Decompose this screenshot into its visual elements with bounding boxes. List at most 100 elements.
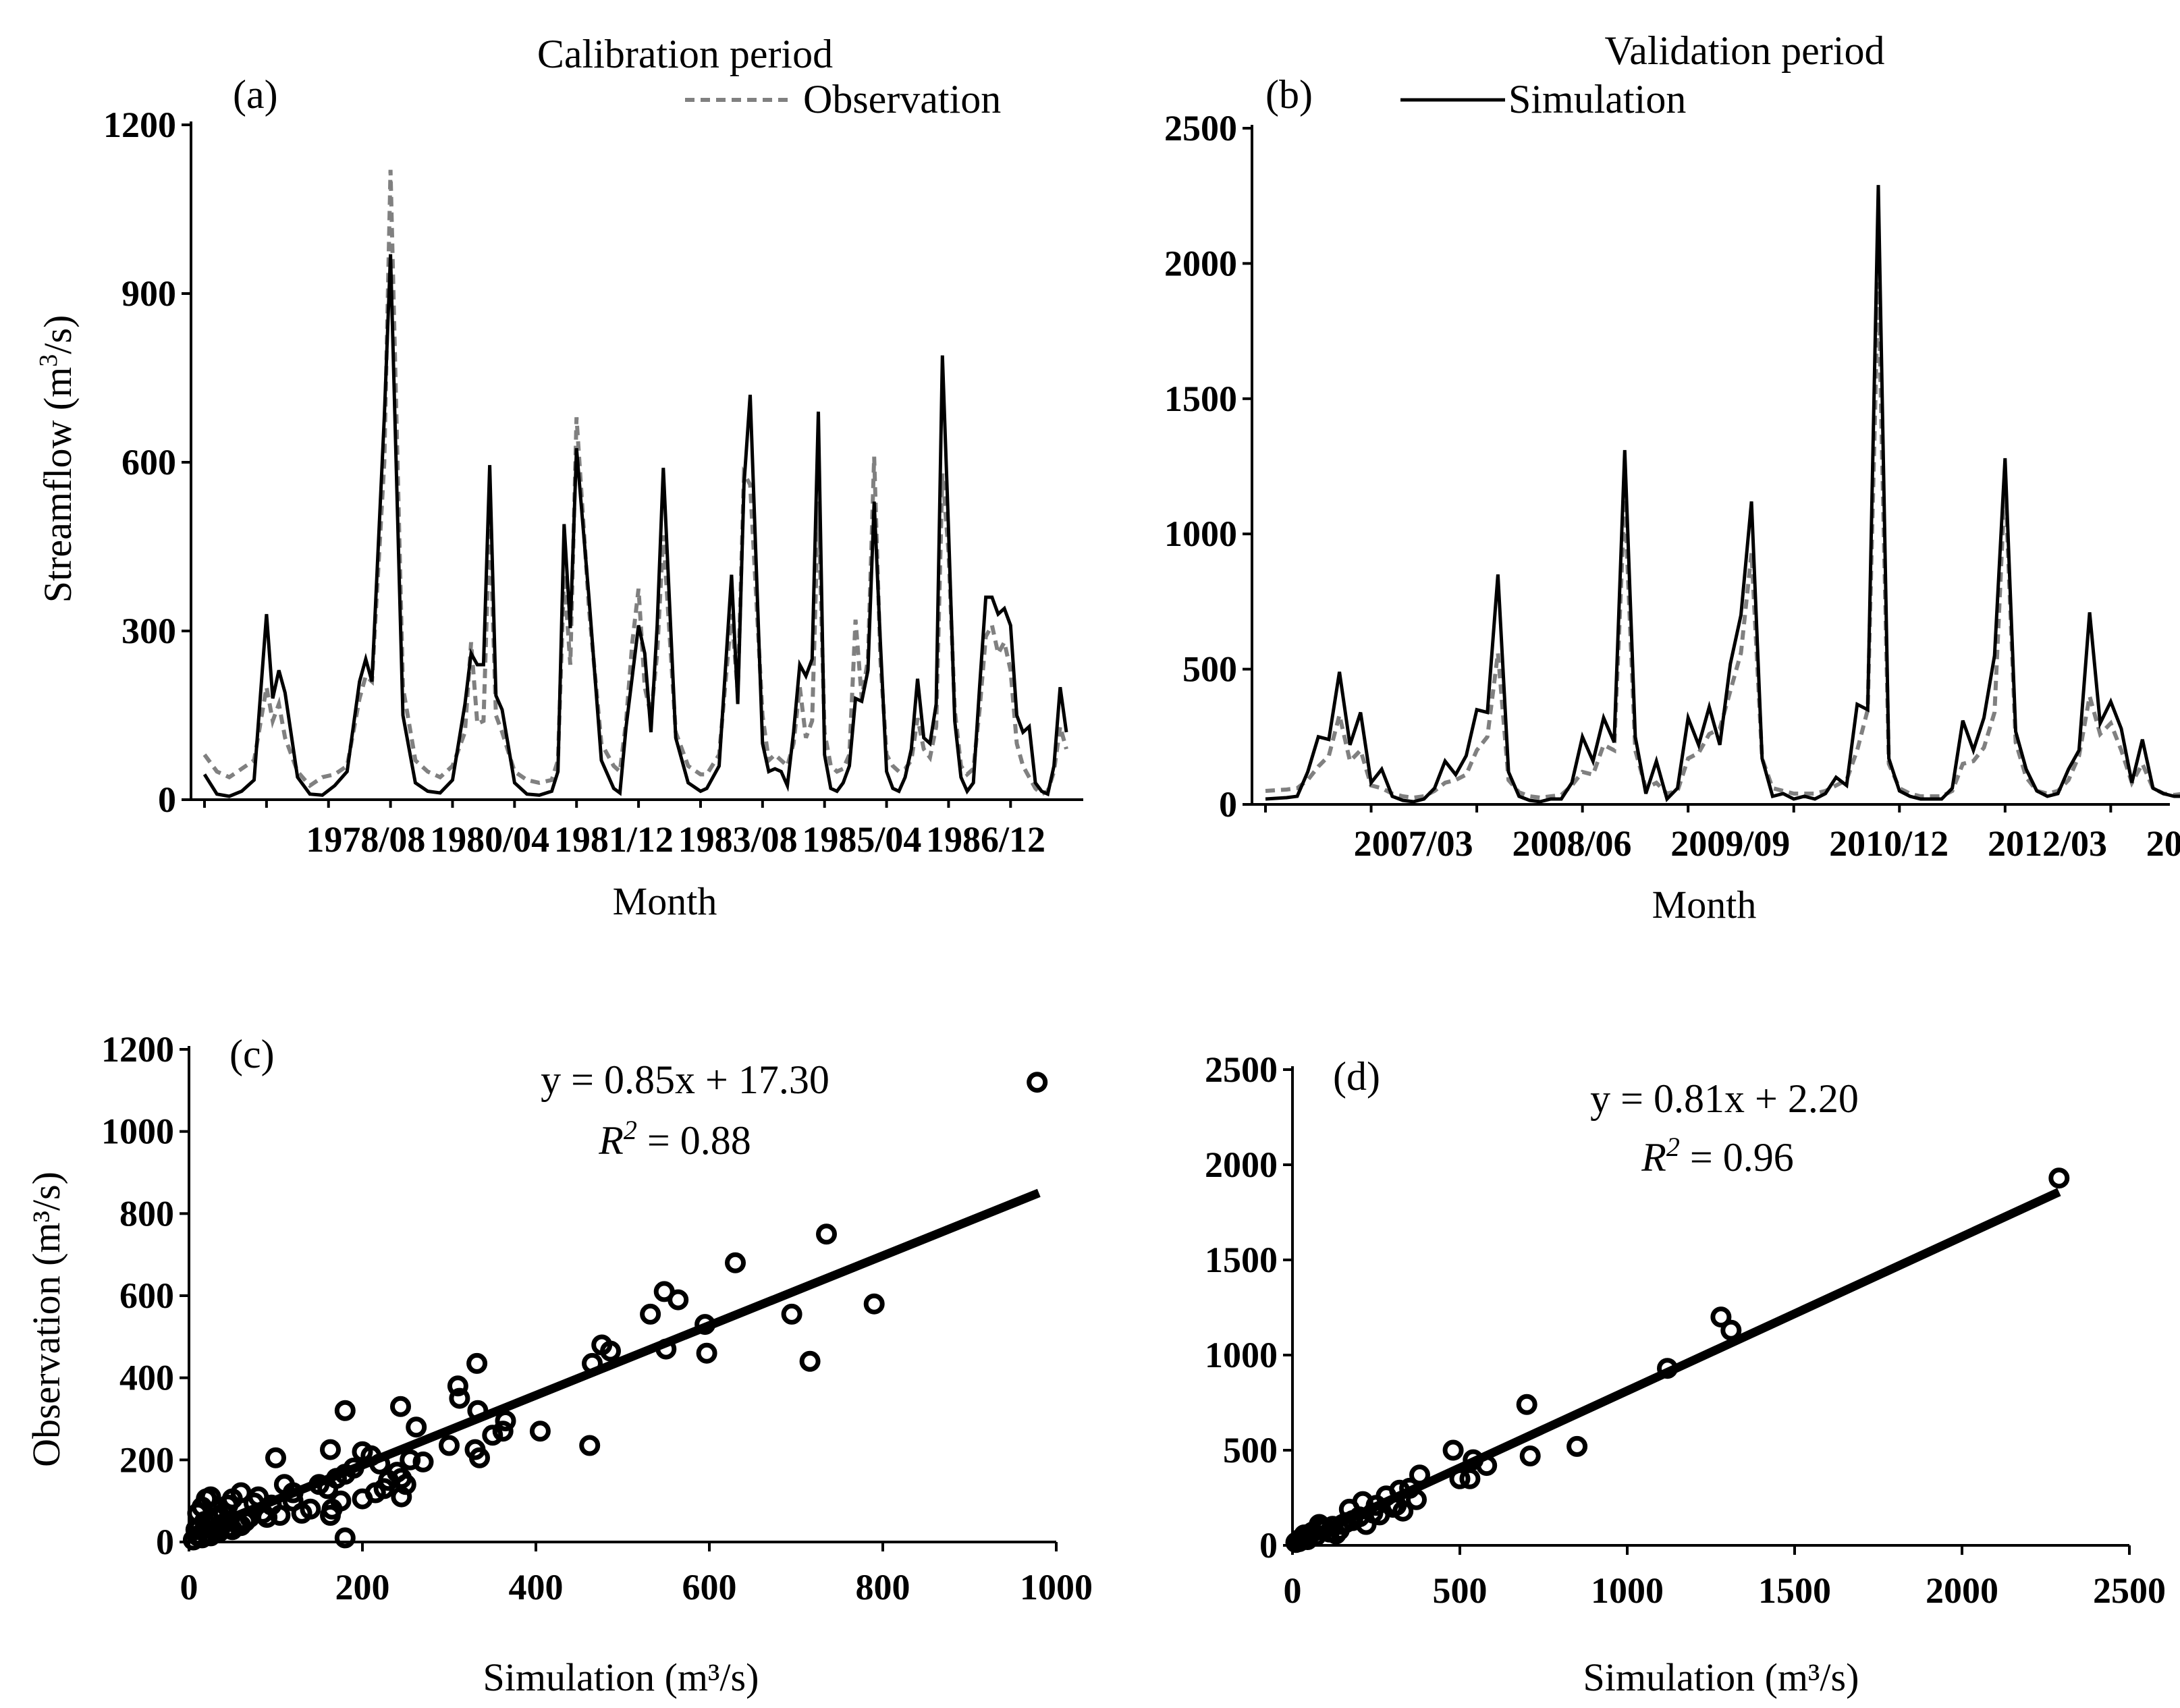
panel-c-scatter-point	[725, 1252, 746, 1273]
panel-d-y-tick-label: 2500	[1205, 1049, 1278, 1090]
panel-a-y-tick-label: 600	[121, 442, 176, 483]
panel-c-regression-line	[187, 1188, 1041, 1539]
panel-c-scatter-point	[667, 1289, 689, 1311]
panel-d-x-tick-label: 0	[1284, 1570, 1302, 1611]
panel-c-scatter-point	[352, 1488, 373, 1510]
panel-c-scatter-point	[412, 1451, 434, 1472]
panel-c-scatter-point	[469, 1447, 490, 1468]
panel-a-ylabel: Streamflow (m3/s)	[34, 315, 80, 603]
panel-d-scatter-point	[2048, 1167, 2070, 1189]
panel-a-x-tick-label: 1985/04	[802, 819, 921, 860]
panel-c-scatter-point	[696, 1342, 717, 1364]
panel-b-simulation-series-line	[1265, 185, 2180, 804]
panel-c-scatter-point	[529, 1421, 551, 1442]
panel-c-equation: y = 0.85x + 17.30	[541, 1057, 829, 1102]
panel-a-x-tick-label: 1986/12	[926, 819, 1045, 860]
panel-c-axes: 0 200 400 600 800 1000 1200 0 200 400 600 800 1000	[101, 1029, 1093, 1607]
panel-d-regression-line	[1290, 1188, 2061, 1549]
panel-a-x-tick-label: 1980/04	[430, 819, 549, 860]
panel-b-y-tick-label: 1500	[1164, 379, 1237, 419]
panel-b-axes: 0 500 1000 1500 2000 2500 2007/03 2008/06 2009/0…	[1164, 108, 2180, 864]
panel-d-scatter-point	[1516, 1394, 1537, 1415]
panel-a-x-tick-label: 1978/08	[306, 819, 425, 860]
panel-c-scatter-point	[320, 1505, 341, 1526]
panel-d-r2: R2 = 0.96	[1641, 1132, 1794, 1180]
panel-c-y-tick-label: 400	[119, 1358, 174, 1398]
panel-c-scatter-point	[320, 1439, 341, 1460]
panel-d-scatter-point	[1566, 1435, 1588, 1457]
panel-d-y-tick-label: 1500	[1205, 1240, 1278, 1280]
panel-b-y-tick-label: 500	[1182, 649, 1237, 690]
panel-b-legend-label: Simulation	[1508, 77, 1686, 121]
panel-b-x-tick-label: 2010/12	[1829, 823, 1949, 864]
panel-c-scatter-point	[391, 1486, 412, 1508]
panel-c-scatter-point	[334, 1400, 356, 1421]
panel-b-x-tick-label: 2009/09	[1670, 823, 1790, 864]
panel-b-observation-series-line	[1265, 282, 2180, 800]
panel-c-scatter-point	[400, 1449, 421, 1470]
panel-a-y-tick-label: 1200	[103, 105, 176, 145]
panel-d-equation: y = 0.81x + 2.20	[1590, 1076, 1859, 1121]
panel-d-label: (d)	[1333, 1054, 1380, 1099]
panel-c-scatter-point	[781, 1303, 802, 1325]
panel-c-scatter-point	[863, 1293, 885, 1315]
panel-d-y-tick-label: 500	[1223, 1430, 1278, 1470]
panel-a-simulation-series-line	[202, 254, 1068, 798]
panel-c-y-tick-label: 600	[119, 1275, 174, 1316]
panel-c-y-tick-label: 1200	[101, 1029, 174, 1070]
panel-c-scatter-point	[799, 1350, 821, 1372]
panel-d-x-tick-label: 1000	[1591, 1570, 1664, 1611]
panel-a-legend-label: Observation	[803, 77, 1001, 121]
panel-c-scatter-point	[492, 1421, 514, 1442]
panel-c-scatter-point	[579, 1435, 601, 1456]
panel-c-scatter-point	[447, 1375, 468, 1397]
panel-c-x-tick-label: 1000	[1020, 1567, 1093, 1607]
panel-d-y-tick-label: 2000	[1205, 1145, 1278, 1185]
panel-b-y-tick-label: 2000	[1164, 243, 1237, 283]
panel-d-x-tick-label: 2500	[2093, 1570, 2166, 1611]
panel-d-r2-symbol: R	[1641, 1135, 1666, 1180]
panel-d-x-tick-label: 2000	[1926, 1570, 1998, 1611]
panel-c-scatter-point	[466, 1352, 488, 1374]
panel-a-axes: 0 300 600 900 1200 1978/08 1980/04 1981/12 1983/…	[103, 105, 1083, 860]
panel-a-xlabel: Month	[613, 879, 717, 923]
panel-c: (c) y = 0.85x + 17.30 R2 = 0.88 0 200 400 6…	[24, 1029, 1093, 1699]
panel-c-xlabel: Simulation (m³/s)	[483, 1655, 759, 1699]
panel-c-x-tick-label: 800	[856, 1567, 910, 1607]
panel-a-x-tick-label: 1981/12	[554, 819, 674, 860]
panel-c-y-tick-label: 1000	[101, 1111, 174, 1152]
panel-d-x-tick-label: 500	[1433, 1570, 1488, 1611]
panel-d-scatter-point	[1519, 1445, 1541, 1466]
panel-c-r2-symbol: R	[598, 1118, 624, 1163]
panel-c-scatter-point	[265, 1447, 286, 1468]
panel-c-scatter-point	[482, 1425, 503, 1446]
panel-b-label: (b)	[1265, 72, 1313, 117]
panel-c-y-tick-label: 200	[119, 1439, 174, 1480]
panel-b-y-tick-label: 1000	[1164, 514, 1237, 554]
panel-b-y-tick-label: 0	[1219, 784, 1237, 825]
panel-d-y-tick-label: 0	[1259, 1525, 1278, 1566]
panel-b-x-tick-label: 2008/06	[1512, 823, 1631, 864]
panel-c-scatter-point	[390, 1396, 411, 1417]
panel-c-scatter-point	[640, 1303, 661, 1325]
panel-a-label: (a)	[233, 72, 278, 117]
panel-c-scatter-point	[495, 1410, 516, 1431]
panel-c-scatter-point	[406, 1416, 427, 1438]
panel-c-label: (c)	[229, 1032, 275, 1076]
panel-a-y-tick-label: 900	[121, 273, 176, 314]
panel-b-y-tick-label: 2500	[1164, 108, 1237, 148]
panel-d-scatter-point	[1442, 1439, 1464, 1461]
panel-d-x-tick-label: 1500	[1758, 1570, 1831, 1611]
panel-c-r2-exponent: 2	[624, 1115, 637, 1145]
panel-a-y-tick-label: 0	[158, 779, 176, 820]
panel-c-y-tick-label: 800	[119, 1193, 174, 1234]
panel-c-x-tick-label: 0	[180, 1567, 198, 1607]
panel-a: (a) Calibration period Observation 0 300 6…	[34, 32, 1083, 923]
panel-d-r2-value: = 0.96	[1680, 1135, 1794, 1180]
panel-d-y-tick-label: 1000	[1205, 1335, 1278, 1375]
panel-c-r2: R2 = 0.88	[598, 1115, 751, 1163]
panel-c-y-tick-label: 0	[156, 1522, 174, 1562]
panel-b-x-tick-label: 2012/03	[1988, 823, 2107, 864]
panel-c-scatter-point	[300, 1498, 321, 1520]
panel-b: (b) Validation period Simulation 0 500 100…	[1164, 28, 2180, 927]
